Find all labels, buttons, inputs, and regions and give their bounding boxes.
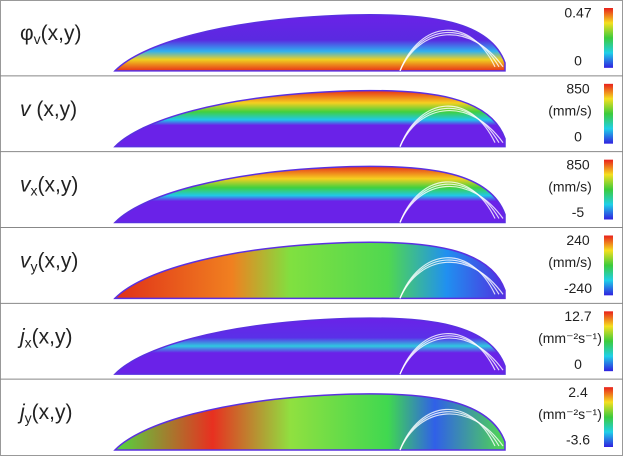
label-symbol: j: [17, 325, 26, 348]
colorbar: [604, 387, 613, 447]
panel-label: vy(x,y): [20, 249, 78, 274]
field-image: [113, 13, 506, 72]
colorbar: [604, 159, 613, 220]
streamline: [399, 185, 504, 223]
label-subscript: x: [31, 182, 38, 198]
field-image: [113, 241, 506, 300]
colorbar-min: -3.6: [566, 432, 590, 448]
colorbar: [604, 235, 613, 296]
colorbar-max: 850: [566, 81, 590, 97]
label-args: (x,y): [38, 249, 79, 272]
panel-label: jy(x,y): [17, 401, 73, 426]
colorbar-min: -5: [572, 204, 585, 220]
colorbar-min: -240: [564, 280, 592, 296]
panel-label: v (x,y): [20, 97, 77, 120]
label-args: (x,y): [32, 325, 73, 348]
label-subscript: x: [25, 334, 32, 350]
colorbar-min: 0: [574, 356, 582, 372]
panel-label: vx(x,y): [20, 173, 78, 198]
label-symbol: φ: [20, 22, 34, 45]
field-image: [113, 165, 506, 224]
field-image: [113, 317, 506, 375]
colorbar-unit: (mm⁻²s⁻¹): [538, 330, 602, 346]
label-args: (x,y): [32, 401, 73, 424]
panel-label: jx(x,y): [17, 325, 73, 350]
colorbar-unit: (mm/s): [548, 103, 592, 119]
colorbar: [604, 83, 613, 144]
streamline: [399, 413, 504, 451]
streamline: [399, 261, 504, 299]
label-symbol: j: [17, 401, 26, 424]
label-subscript: y: [31, 258, 38, 274]
colorbar-unit: (mm/s): [548, 178, 592, 194]
field-image: [113, 89, 506, 148]
label-subscript: v: [34, 31, 41, 47]
colorbar-min: 0: [574, 128, 582, 144]
label-args: (x,y): [41, 22, 82, 45]
colorbar-min: 0: [574, 53, 582, 69]
label-args: (x,y): [38, 173, 79, 196]
colorbar-max: 0.47: [564, 5, 591, 21]
colorbar-max: 850: [566, 156, 590, 172]
label-symbol: v: [20, 249, 32, 272]
colorbar-unit: (mm/s): [548, 254, 592, 270]
streamline: [399, 110, 504, 147]
field-image: [113, 393, 506, 451]
colorbar-max: 240: [566, 232, 590, 248]
streamline: [399, 34, 504, 72]
label-symbol: v: [20, 97, 32, 120]
colorbar: [604, 8, 613, 68]
colorbar-max: 12.7: [564, 308, 591, 324]
colorbar-unit: (mm⁻²s⁻¹): [538, 406, 602, 422]
panel-label: φv(x,y): [20, 22, 81, 47]
label-args: (x,y): [31, 97, 78, 120]
streamline: [399, 337, 504, 375]
label-subscript: y: [25, 410, 32, 426]
colorbar: [604, 311, 613, 372]
label-symbol: v: [20, 173, 32, 196]
colorbar-max: 2.4: [568, 384, 588, 400]
